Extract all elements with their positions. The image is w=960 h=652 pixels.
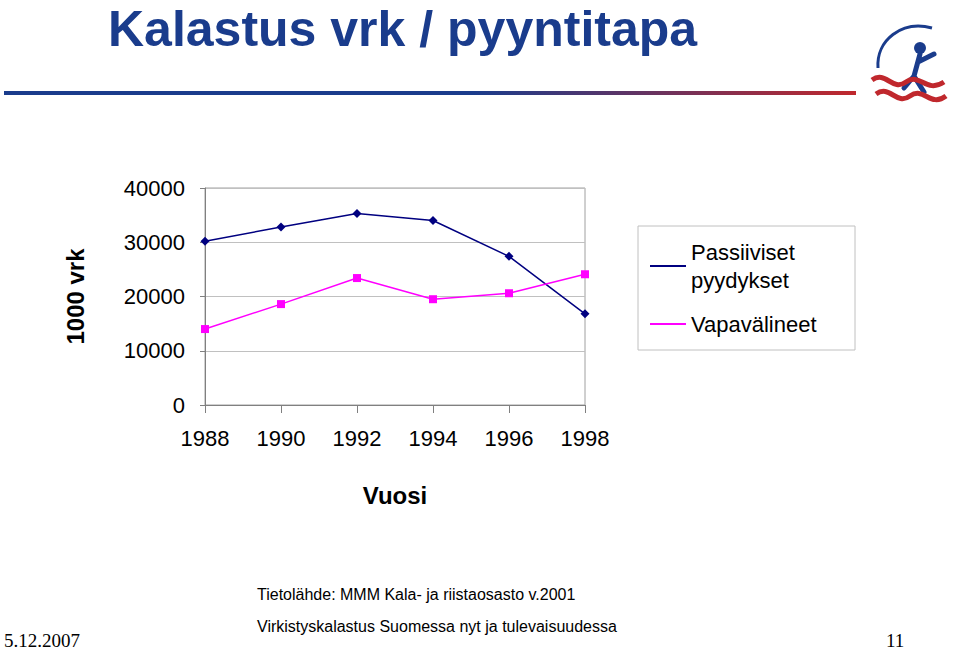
svg-text:0: 0 [173,393,185,418]
html-text:5.12.2007: 5.12.2007 [4,630,80,651]
svg-text:Passiiviset: Passiiviset [691,240,801,265]
svg-text:30000: 30000 [124,230,185,255]
svg-text:1996: 1996 [485,426,534,451]
svg-text:1998: 1998 [561,426,610,451]
svg-text:1000 vrk: 1000 vrk [62,248,89,345]
html-text:Virkistyskalastus Suomessa nyt: Virkistyskalastus Suomessa nyt ja tuleva… [257,618,617,635]
html-text:Tietolähde: MMM Kala- ja riist: Tietolähde: MMM Kala- ja riistaosasto v.… [257,586,576,603]
svg-text:1988: 1988 [181,426,230,451]
svg-text:pyydykset: pyydykset [691,268,789,293]
svg-text:1990: 1990 [257,426,306,451]
svg-text:1994: 1994 [409,426,458,451]
html-text:Kalastus vrk / pyyntitapa: Kalastus vrk / pyyntitapa [108,1,698,57]
svg-text:1992: 1992 [333,426,382,451]
svg-text:40000: 40000 [124,176,185,201]
svg-text:Vuosi: Vuosi [363,482,427,509]
svg-text:Vapavälineet: Vapavälineet [691,312,817,337]
svg-text:20000: 20000 [124,284,185,309]
svg-text:10000: 10000 [124,338,185,363]
html-text:11: 11 [886,630,905,651]
